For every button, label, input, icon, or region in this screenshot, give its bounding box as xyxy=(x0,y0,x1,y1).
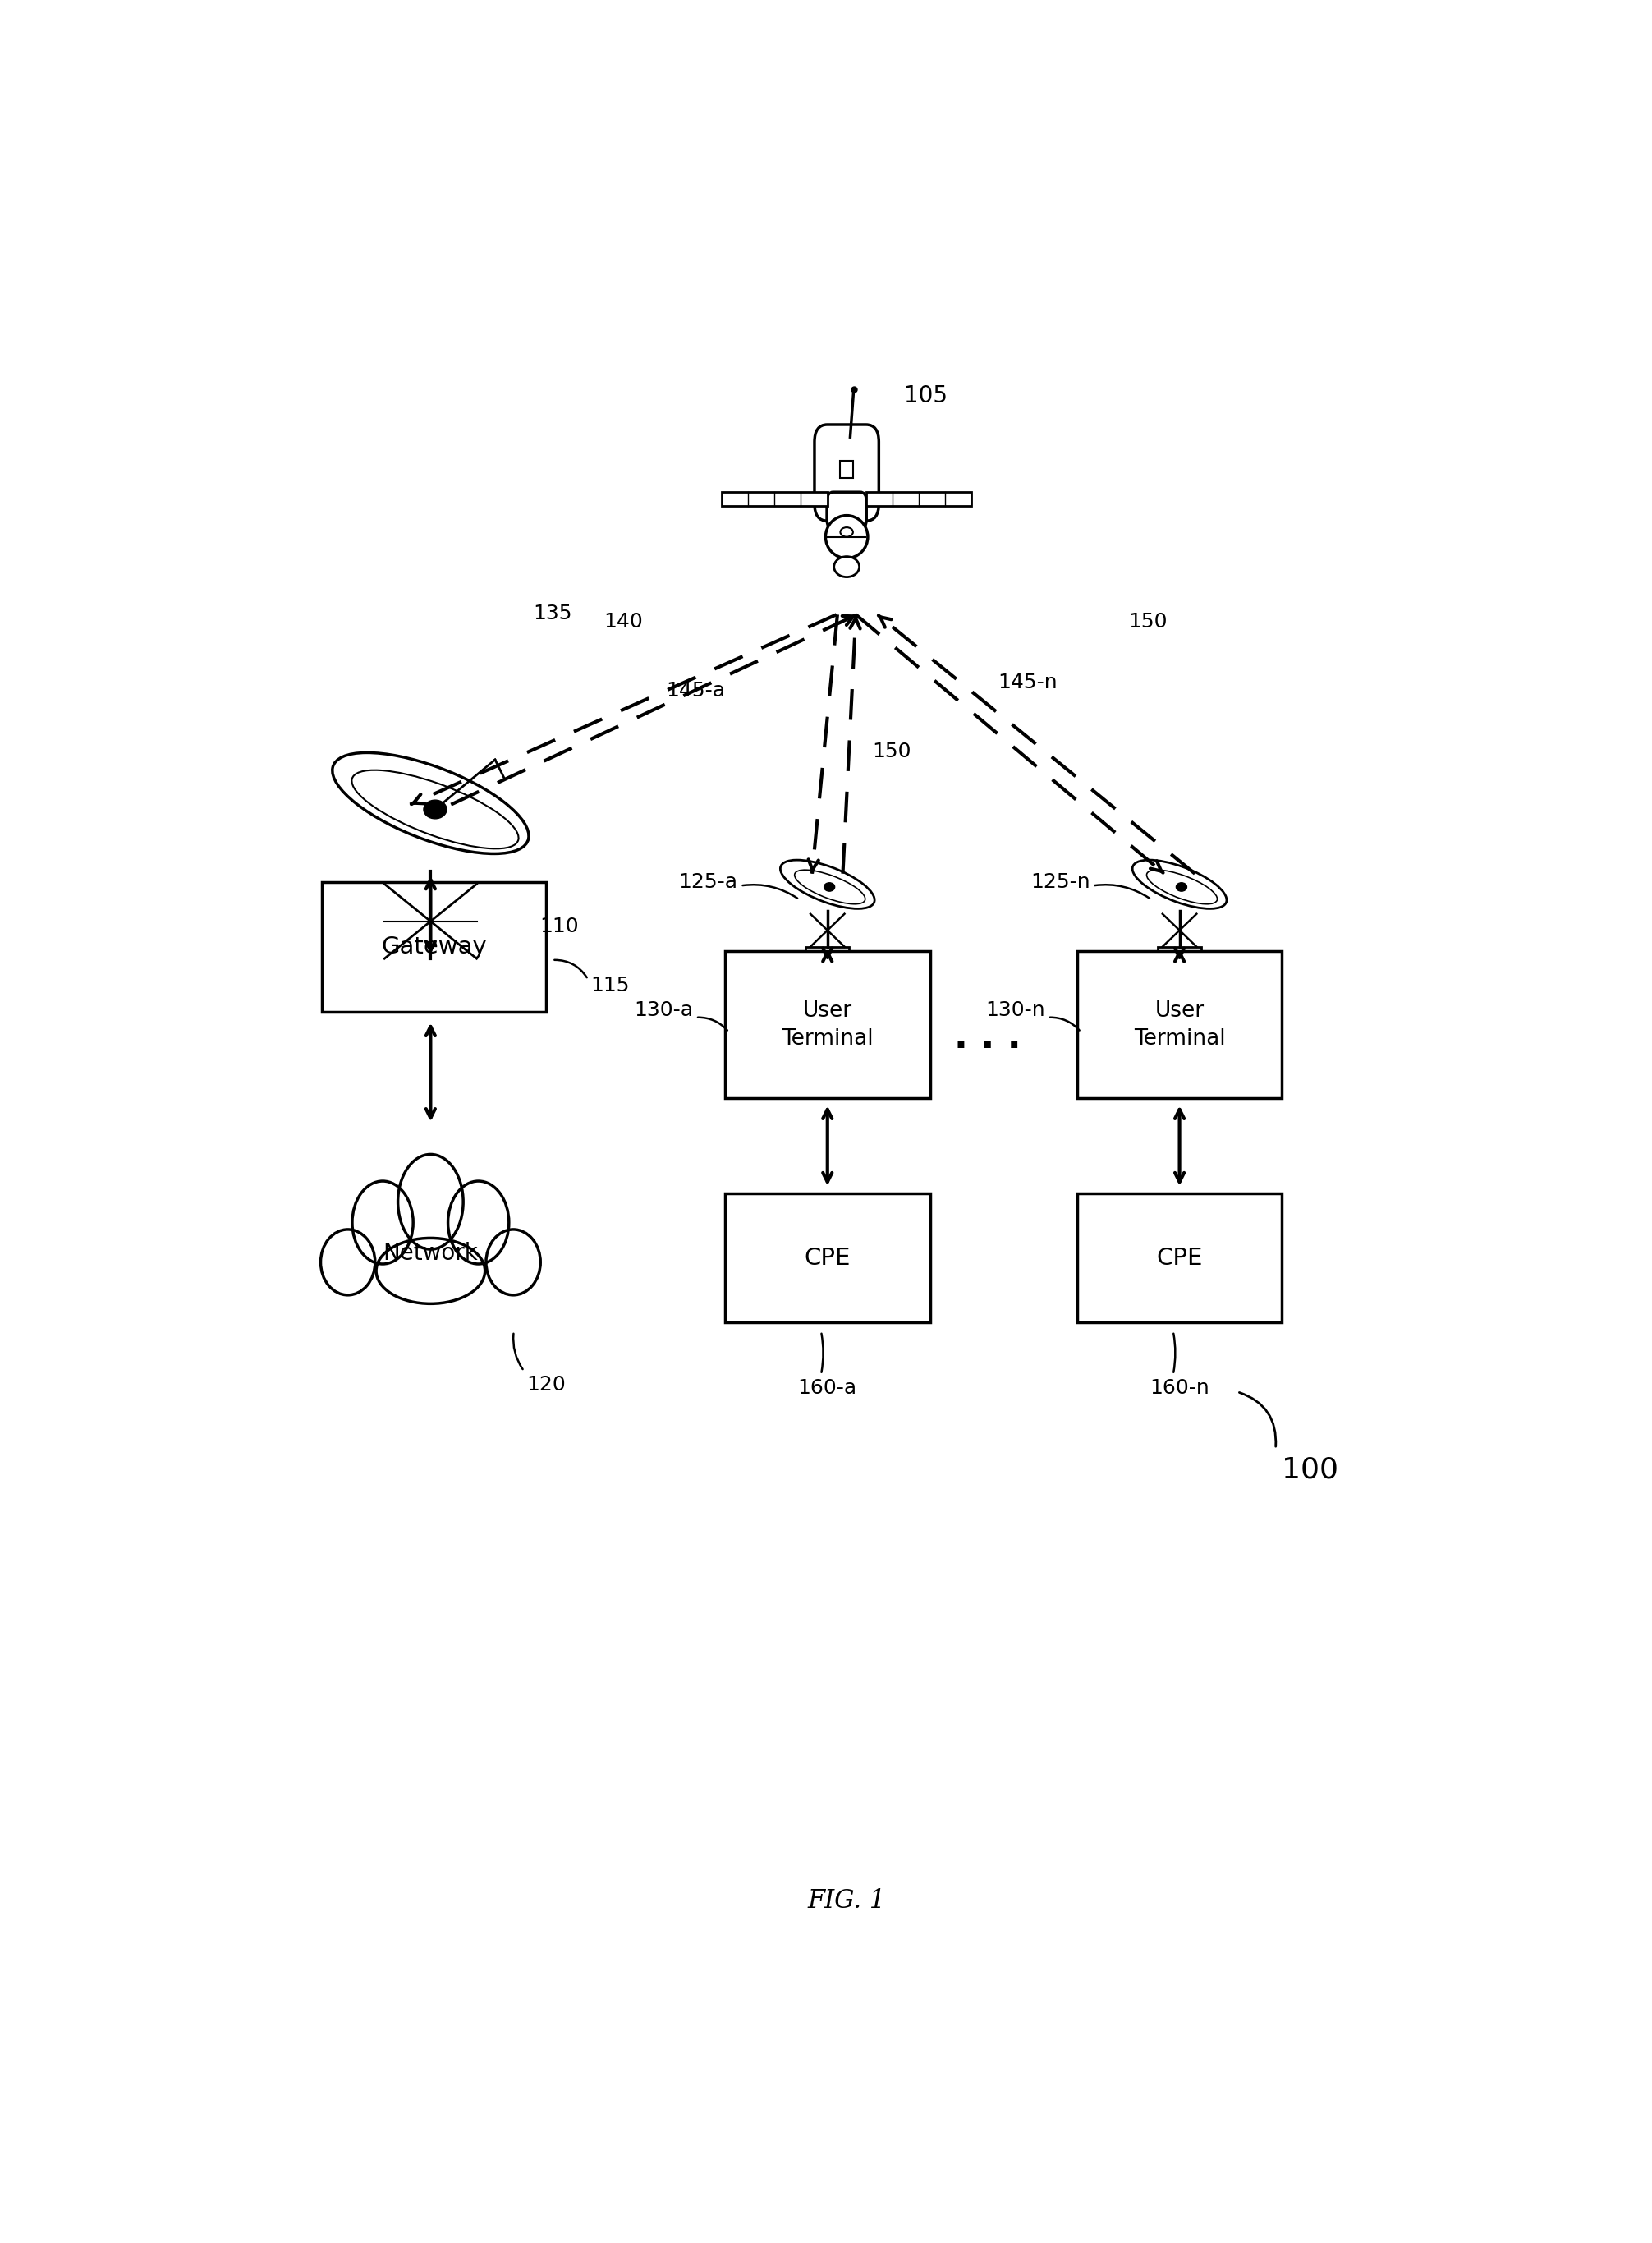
Text: 125-n: 125-n xyxy=(1031,873,1090,893)
Ellipse shape xyxy=(448,1182,509,1265)
Text: Network: Network xyxy=(383,1243,477,1265)
Ellipse shape xyxy=(352,769,519,848)
Text: 100: 100 xyxy=(1282,1456,1338,1483)
Text: 105: 105 xyxy=(904,384,948,408)
Ellipse shape xyxy=(824,884,834,890)
Text: 145-a: 145-a xyxy=(666,682,725,700)
Text: 125-a: 125-a xyxy=(679,873,738,893)
FancyBboxPatch shape xyxy=(828,491,866,529)
Ellipse shape xyxy=(1146,870,1218,904)
Ellipse shape xyxy=(486,1229,540,1294)
Text: 150: 150 xyxy=(872,742,912,760)
Ellipse shape xyxy=(1176,884,1186,890)
Bar xyxy=(806,947,849,956)
Ellipse shape xyxy=(320,1229,375,1294)
FancyBboxPatch shape xyxy=(814,424,879,520)
Text: 120: 120 xyxy=(527,1375,565,1395)
Polygon shape xyxy=(866,491,971,507)
FancyArrowPatch shape xyxy=(1239,1393,1275,1447)
Bar xyxy=(1158,947,1201,956)
Text: 110: 110 xyxy=(539,917,578,938)
Text: . . .: . . . xyxy=(953,1021,1021,1056)
Text: 140: 140 xyxy=(603,612,643,633)
Text: 130-n: 130-n xyxy=(986,1000,1046,1021)
Text: CPE: CPE xyxy=(805,1247,851,1270)
Ellipse shape xyxy=(377,1238,486,1303)
FancyBboxPatch shape xyxy=(1077,951,1282,1099)
FancyArrowPatch shape xyxy=(697,1018,727,1030)
Ellipse shape xyxy=(826,516,867,559)
Text: 160-n: 160-n xyxy=(1150,1377,1209,1397)
Text: 145-n: 145-n xyxy=(998,673,1057,693)
Text: 135: 135 xyxy=(534,603,572,624)
Ellipse shape xyxy=(398,1155,463,1249)
Ellipse shape xyxy=(1132,859,1227,908)
FancyArrowPatch shape xyxy=(743,884,798,897)
Text: FIG. 1: FIG. 1 xyxy=(808,1889,885,1913)
FancyArrowPatch shape xyxy=(555,960,586,978)
Ellipse shape xyxy=(332,754,529,855)
Bar xyxy=(841,462,852,478)
Text: 130-a: 130-a xyxy=(634,1000,692,1021)
FancyBboxPatch shape xyxy=(725,1193,930,1323)
Text: 160-a: 160-a xyxy=(798,1377,857,1397)
Text: User
Terminal: User Terminal xyxy=(781,1000,874,1050)
Ellipse shape xyxy=(841,527,852,536)
Text: CPE: CPE xyxy=(1156,1247,1203,1270)
Ellipse shape xyxy=(795,870,866,904)
FancyArrowPatch shape xyxy=(1051,1018,1079,1030)
FancyBboxPatch shape xyxy=(1077,1193,1282,1323)
FancyArrowPatch shape xyxy=(1173,1335,1175,1373)
Text: 150: 150 xyxy=(1128,612,1168,633)
FancyArrowPatch shape xyxy=(514,1335,522,1368)
FancyArrowPatch shape xyxy=(1095,884,1150,897)
Text: Gateway: Gateway xyxy=(382,935,487,958)
FancyArrowPatch shape xyxy=(502,893,535,915)
Text: 115: 115 xyxy=(591,976,629,996)
Bar xyxy=(367,953,496,973)
Ellipse shape xyxy=(834,556,859,576)
FancyBboxPatch shape xyxy=(322,881,545,1012)
Polygon shape xyxy=(722,491,828,507)
Ellipse shape xyxy=(780,859,874,908)
FancyBboxPatch shape xyxy=(725,951,930,1099)
Text: User
Terminal: User Terminal xyxy=(1133,1000,1226,1050)
Ellipse shape xyxy=(423,801,446,819)
Ellipse shape xyxy=(352,1182,413,1265)
FancyArrowPatch shape xyxy=(821,1335,823,1373)
